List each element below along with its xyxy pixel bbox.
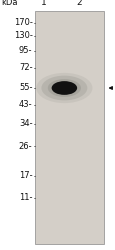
Text: 55-: 55- (19, 84, 32, 92)
Bar (35, 11, 103, 244)
Text: 26-: 26- (19, 142, 32, 151)
Ellipse shape (51, 81, 76, 95)
Text: 130-: 130- (13, 31, 32, 40)
Text: 95-: 95- (19, 46, 32, 55)
Text: 1: 1 (41, 0, 47, 7)
Text: 17-: 17- (19, 171, 32, 180)
Text: 11-: 11- (19, 194, 32, 202)
Text: 72-: 72- (19, 64, 32, 72)
Ellipse shape (47, 79, 80, 97)
Text: 34-: 34- (19, 119, 32, 128)
Ellipse shape (41, 76, 87, 100)
Ellipse shape (36, 73, 92, 103)
Text: kDa: kDa (1, 0, 17, 7)
Text: 2: 2 (75, 0, 81, 7)
Text: 43-: 43- (19, 100, 32, 109)
Text: 170-: 170- (13, 18, 32, 27)
